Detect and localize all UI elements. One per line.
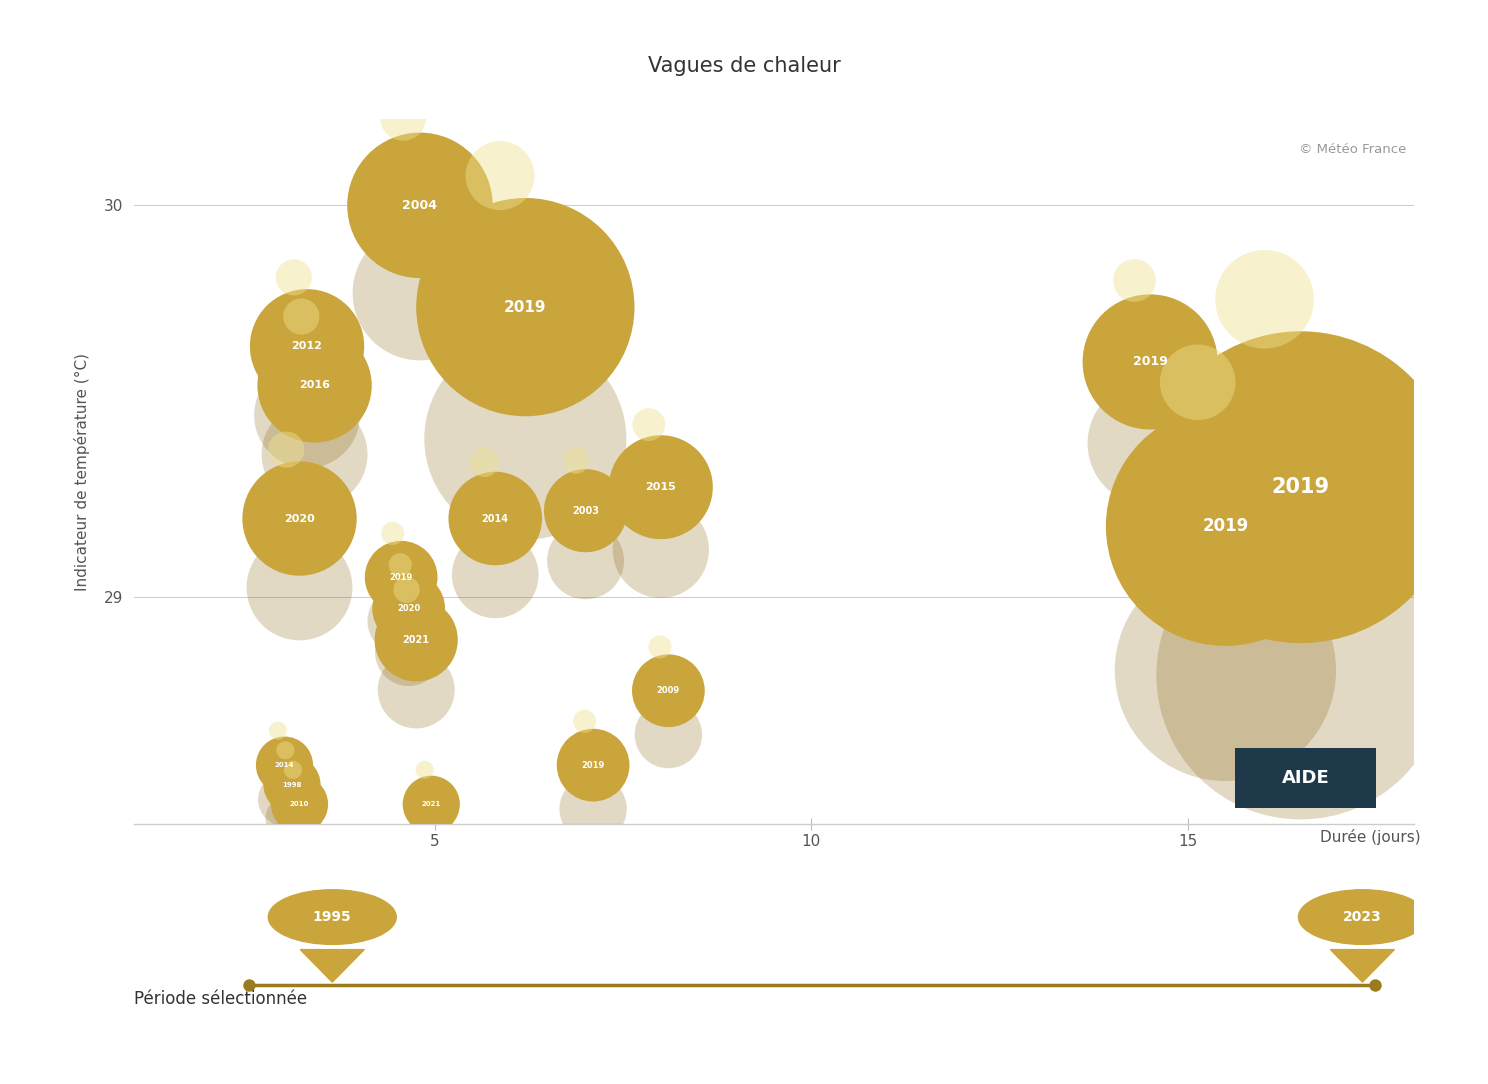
Point bbox=[412, 761, 436, 778]
Point bbox=[408, 196, 432, 214]
Point bbox=[1138, 435, 1162, 452]
Point bbox=[1214, 518, 1238, 535]
Point bbox=[1186, 374, 1210, 391]
Point bbox=[1289, 667, 1312, 684]
Point bbox=[484, 509, 507, 527]
Point bbox=[266, 722, 290, 739]
Point bbox=[388, 556, 412, 573]
Text: 2015: 2015 bbox=[646, 482, 676, 492]
Text: 2003: 2003 bbox=[571, 505, 600, 516]
Point bbox=[287, 796, 311, 813]
Polygon shape bbox=[301, 950, 365, 982]
Point bbox=[391, 109, 415, 127]
Point bbox=[408, 284, 432, 301]
Point bbox=[1363, 976, 1387, 993]
Text: 2020: 2020 bbox=[284, 514, 315, 524]
Point bbox=[488, 167, 512, 184]
Point bbox=[513, 298, 537, 315]
Text: 2016: 2016 bbox=[299, 380, 330, 390]
Text: 1998: 1998 bbox=[283, 782, 302, 788]
Point bbox=[582, 800, 606, 817]
Text: 2009: 2009 bbox=[656, 686, 680, 695]
Point bbox=[302, 446, 326, 463]
Ellipse shape bbox=[1299, 890, 1427, 944]
Point bbox=[274, 441, 298, 459]
Point bbox=[513, 430, 537, 448]
Text: AIDE: AIDE bbox=[1281, 769, 1330, 787]
Polygon shape bbox=[1330, 950, 1394, 982]
Point bbox=[281, 269, 305, 286]
Point bbox=[649, 478, 673, 495]
Point bbox=[484, 566, 507, 583]
Point bbox=[274, 741, 298, 759]
Point bbox=[281, 761, 305, 778]
Point bbox=[1138, 353, 1162, 371]
Point bbox=[656, 682, 680, 699]
Point bbox=[287, 579, 311, 596]
Point bbox=[649, 638, 673, 656]
Point bbox=[473, 453, 497, 470]
Text: 2023: 2023 bbox=[1344, 911, 1382, 924]
Point bbox=[237, 976, 260, 993]
Text: 2019: 2019 bbox=[1272, 477, 1330, 498]
Point bbox=[656, 726, 680, 744]
Point bbox=[394, 581, 418, 598]
Point bbox=[405, 631, 429, 648]
Point bbox=[574, 502, 598, 519]
Point bbox=[1122, 272, 1146, 289]
Text: Vagues de chaleur: Vagues de chaleur bbox=[647, 56, 841, 76]
Point bbox=[302, 377, 326, 395]
Point bbox=[290, 308, 314, 325]
Text: 2019: 2019 bbox=[504, 299, 546, 314]
Point bbox=[1289, 478, 1312, 495]
Point bbox=[272, 791, 296, 809]
Text: 2004: 2004 bbox=[402, 198, 437, 211]
Text: 2019: 2019 bbox=[1132, 356, 1168, 369]
Text: 2010: 2010 bbox=[290, 801, 310, 808]
Point bbox=[573, 712, 597, 730]
Text: 2019: 2019 bbox=[582, 761, 604, 770]
Point bbox=[280, 811, 304, 828]
Text: 2012: 2012 bbox=[292, 341, 323, 351]
Point bbox=[280, 776, 304, 793]
Point bbox=[1253, 291, 1277, 308]
Point bbox=[397, 644, 421, 661]
Point bbox=[649, 541, 673, 558]
Point bbox=[420, 796, 443, 813]
Text: 2014: 2014 bbox=[482, 514, 509, 524]
Point bbox=[420, 830, 443, 848]
Text: 2019: 2019 bbox=[1202, 517, 1248, 535]
Text: 2020: 2020 bbox=[397, 604, 420, 614]
Point bbox=[390, 612, 414, 630]
Point bbox=[390, 569, 414, 586]
Point bbox=[295, 337, 318, 354]
Point bbox=[272, 757, 296, 774]
Point bbox=[397, 599, 421, 617]
Text: © Météo France: © Météo France bbox=[1299, 143, 1406, 156]
Point bbox=[295, 406, 318, 424]
Text: 1995: 1995 bbox=[312, 911, 351, 924]
Point bbox=[574, 552, 598, 569]
Text: 2021: 2021 bbox=[403, 635, 430, 645]
Text: 2019: 2019 bbox=[390, 572, 412, 582]
Point bbox=[564, 452, 588, 469]
Text: Période sélectionnée: Période sélectionnée bbox=[134, 990, 307, 1008]
Y-axis label: Indicateur de température (°C): Indicateur de température (°C) bbox=[73, 352, 89, 591]
Point bbox=[582, 757, 606, 774]
Point bbox=[287, 830, 311, 848]
Text: Durée (jours): Durée (jours) bbox=[1320, 829, 1421, 846]
Point bbox=[287, 509, 311, 527]
Point bbox=[1214, 661, 1238, 679]
Ellipse shape bbox=[268, 890, 396, 944]
Point bbox=[405, 682, 429, 699]
Point bbox=[381, 525, 405, 542]
Text: 2021: 2021 bbox=[421, 801, 440, 808]
Point bbox=[637, 416, 661, 434]
Text: 2014: 2014 bbox=[275, 762, 295, 769]
